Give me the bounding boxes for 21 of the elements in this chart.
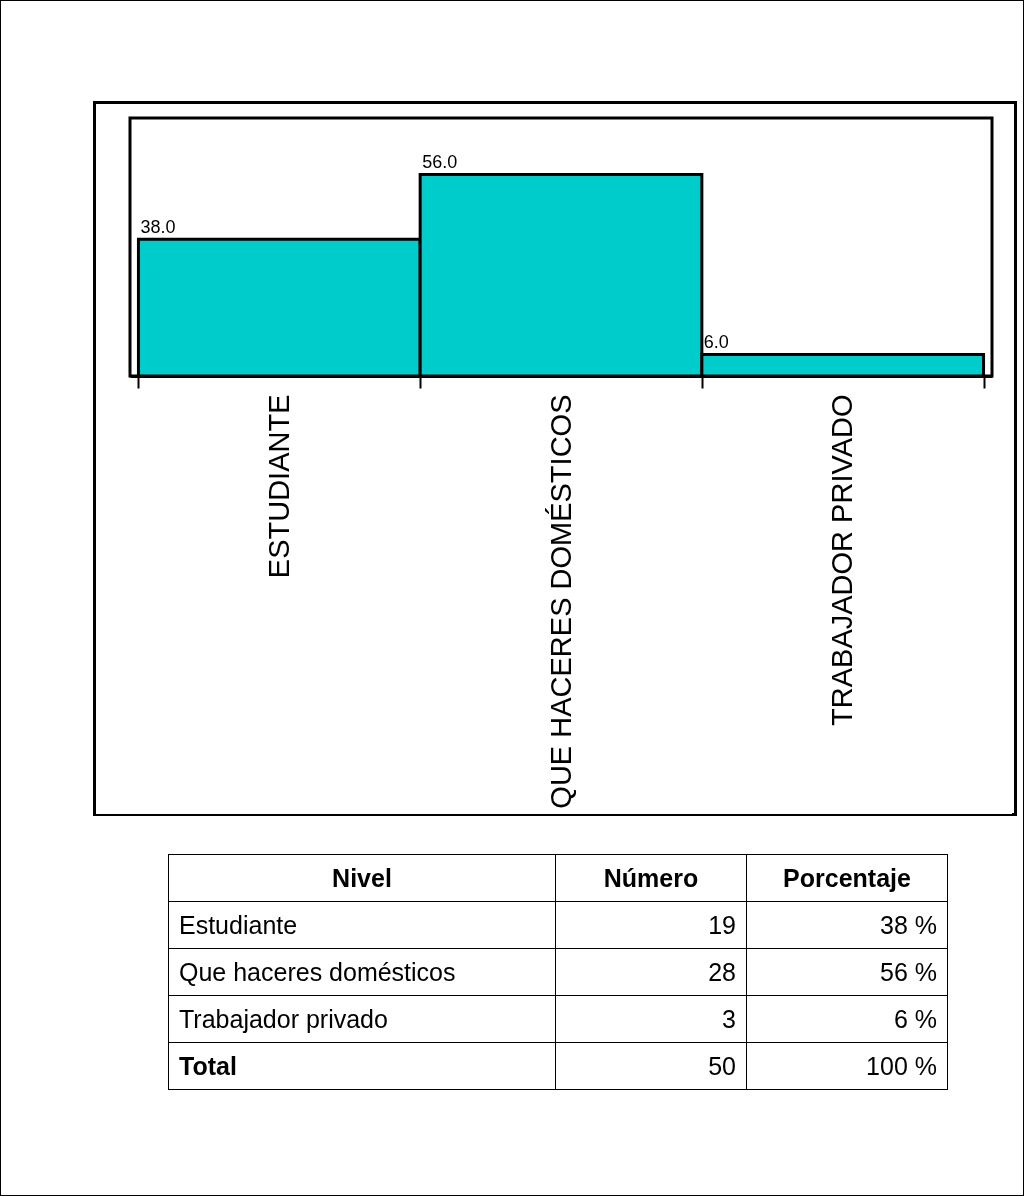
data-label: 56.0 (422, 152, 458, 173)
text: 50 (708, 1051, 736, 1080)
category-label: Trabajador privado (168, 995, 556, 1043)
category-label: Estudiante (168, 901, 556, 949)
category-label: Que haceres domésticos (168, 948, 556, 996)
text: Nivel (168, 854, 556, 902)
text: Total (179, 1051, 237, 1080)
x-tick-label: ESTUDIANTE (262, 394, 295, 579)
data-label: 56 % (746, 948, 948, 996)
text: 100 % (866, 1051, 937, 1080)
data-label: 3 (555, 995, 747, 1043)
x-tick-label: TRABAJADOR PRIVADO (826, 394, 859, 726)
data-label: 6.0 (703, 332, 729, 353)
x-tick-label: QUE HACERES DOMÉSTICOS (544, 394, 577, 809)
data-label: 6 % (746, 995, 948, 1043)
text: Número (555, 854, 747, 902)
data-label: 38 % (746, 901, 948, 949)
text: Porcentaje (746, 854, 948, 902)
data-label: 38.0 (140, 217, 176, 238)
data-label: 28 (555, 948, 747, 996)
data-label: 19 (555, 901, 747, 949)
